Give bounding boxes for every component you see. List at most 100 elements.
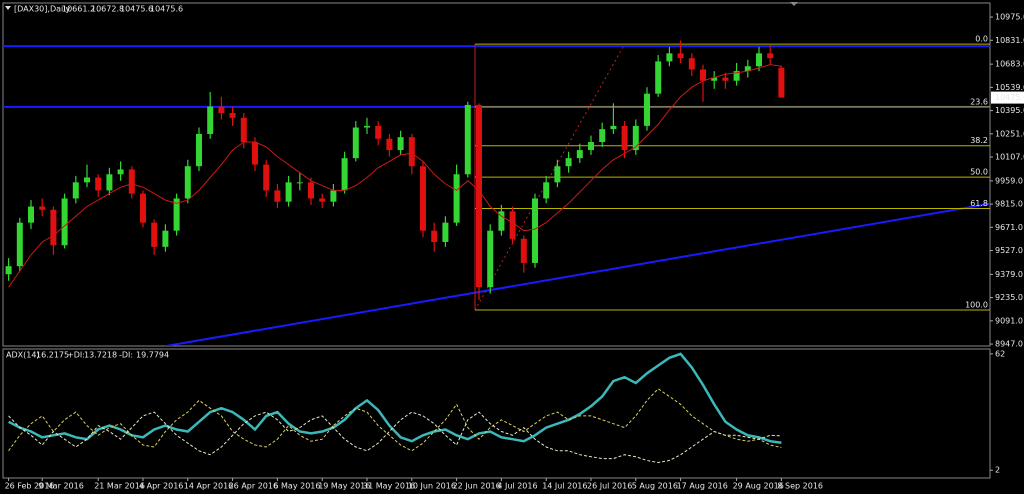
candle-body bbox=[408, 137, 415, 167]
x-tick-label: 8 Sep 2016 bbox=[777, 482, 823, 491]
candle-body bbox=[5, 266, 12, 275]
y-tick-label: 10831.0 bbox=[995, 36, 1024, 45]
di-line bbox=[8, 411, 782, 464]
x-tick-label: 21 Mar 2016 bbox=[94, 482, 145, 491]
fib-label: 50.0 bbox=[970, 168, 988, 177]
candle-body bbox=[184, 166, 191, 199]
candle-body bbox=[688, 58, 695, 70]
x-tick-label: 26 Apr 2016 bbox=[229, 482, 278, 491]
candle-body bbox=[644, 93, 650, 126]
candle-body bbox=[543, 182, 550, 199]
candle-body bbox=[95, 177, 102, 191]
x-tick-label: 14 Jul 2016 bbox=[542, 482, 587, 491]
di-line bbox=[8, 388, 782, 452]
y-tick-label: 9379.0 bbox=[995, 270, 1023, 279]
candle-body bbox=[117, 169, 124, 175]
candle-body bbox=[733, 71, 740, 81]
candle-body bbox=[296, 182, 303, 184]
y-tick-label: 10107.0 bbox=[995, 153, 1024, 162]
fib-label: 100.0 bbox=[965, 301, 988, 310]
candle-body bbox=[464, 104, 471, 175]
candle-body bbox=[476, 104, 482, 288]
candle-body bbox=[397, 137, 404, 151]
candle-body bbox=[498, 211, 505, 231]
y-tick-label: 9527.0 bbox=[995, 246, 1023, 255]
candle-body bbox=[240, 117, 247, 143]
candle-body bbox=[442, 222, 449, 242]
candle-body bbox=[28, 206, 34, 223]
x-tick-label: 14 Apr 2016 bbox=[184, 482, 233, 491]
candle-body bbox=[330, 190, 337, 202]
candle-body bbox=[319, 198, 326, 202]
header-value: 10661.2 bbox=[62, 5, 95, 14]
y-tick-label: 62 bbox=[995, 349, 1005, 358]
indicator-plot bbox=[8, 352, 782, 464]
y-tick-label: 10395.0 bbox=[995, 106, 1024, 115]
x-tick-label: 22 Jun 2016 bbox=[453, 482, 501, 491]
y-tick-label: 9815.0 bbox=[995, 200, 1023, 209]
header-value: 10475.6 bbox=[120, 5, 153, 14]
candle-body bbox=[341, 158, 348, 191]
fib-base-line bbox=[474, 43, 626, 311]
x-tick-label: 4 Apr 2016 bbox=[139, 482, 183, 491]
y-tick-label: 9091.0 bbox=[995, 316, 1023, 325]
candle-body bbox=[778, 67, 785, 98]
candle-body bbox=[453, 174, 460, 223]
candle-body bbox=[263, 164, 270, 191]
candle-body bbox=[677, 53, 684, 59]
indicator-value: 16.2175 bbox=[36, 351, 69, 360]
candle-body bbox=[588, 142, 594, 151]
y-tick-label: 10975.0 bbox=[995, 13, 1024, 22]
indicator-title: ADX(14) bbox=[6, 351, 40, 360]
price-tag bbox=[991, 91, 1024, 104]
candle-body bbox=[700, 69, 706, 81]
candle-body bbox=[16, 222, 23, 267]
candle-body bbox=[50, 209, 57, 246]
y-tick-label: 2 bbox=[995, 466, 1000, 475]
x-tick-label: 31 May 2016 bbox=[363, 482, 415, 491]
candle-body bbox=[61, 198, 68, 246]
candle-body bbox=[274, 190, 281, 202]
candle-body bbox=[84, 177, 90, 183]
shift-marker bbox=[790, 2, 798, 6]
candle-body bbox=[554, 166, 561, 183]
candle-body bbox=[218, 106, 225, 114]
candle-body bbox=[173, 198, 180, 231]
menu-arrow[interactable] bbox=[5, 6, 11, 10]
main-panel bbox=[2, 2, 991, 347]
fib-label: 61.8 bbox=[970, 199, 988, 208]
fib-label: 23.6 bbox=[970, 97, 988, 106]
y-tick-label: 10539.0 bbox=[995, 83, 1024, 92]
candle-body bbox=[196, 133, 202, 167]
candle-body bbox=[207, 106, 214, 134]
candle-body bbox=[767, 53, 774, 59]
x-tick-label: 17 Aug 2016 bbox=[677, 482, 728, 491]
candle-body bbox=[39, 206, 46, 210]
candle-body bbox=[308, 182, 314, 199]
fib-label: 38.2 bbox=[970, 136, 988, 145]
candle-body bbox=[431, 230, 438, 242]
main-plot bbox=[3, 40, 990, 346]
candle-body bbox=[655, 61, 662, 94]
fib-label: 0.0 bbox=[975, 35, 988, 44]
candle-body bbox=[72, 182, 79, 199]
y-tick-label: 9671.0 bbox=[995, 223, 1023, 232]
y-tick-label: 10251.0 bbox=[995, 129, 1024, 138]
x-tick-label: 29 Aug 2016 bbox=[733, 482, 784, 491]
legend-name: -DI: bbox=[119, 351, 133, 360]
candle-body bbox=[140, 193, 146, 223]
candle-body bbox=[610, 125, 617, 130]
header-value: 10475.6 bbox=[150, 5, 183, 14]
indicator-panel bbox=[2, 348, 991, 479]
header-value: 10672.8 bbox=[91, 5, 124, 14]
candle-body bbox=[364, 125, 370, 128]
y-tick-label: 10683.0 bbox=[995, 60, 1024, 69]
candle-body bbox=[722, 77, 729, 81]
candle-body bbox=[128, 169, 135, 194]
candle-body bbox=[756, 53, 762, 67]
candle-body bbox=[520, 238, 527, 263]
candle-body bbox=[106, 174, 113, 191]
candle-body bbox=[420, 166, 426, 231]
